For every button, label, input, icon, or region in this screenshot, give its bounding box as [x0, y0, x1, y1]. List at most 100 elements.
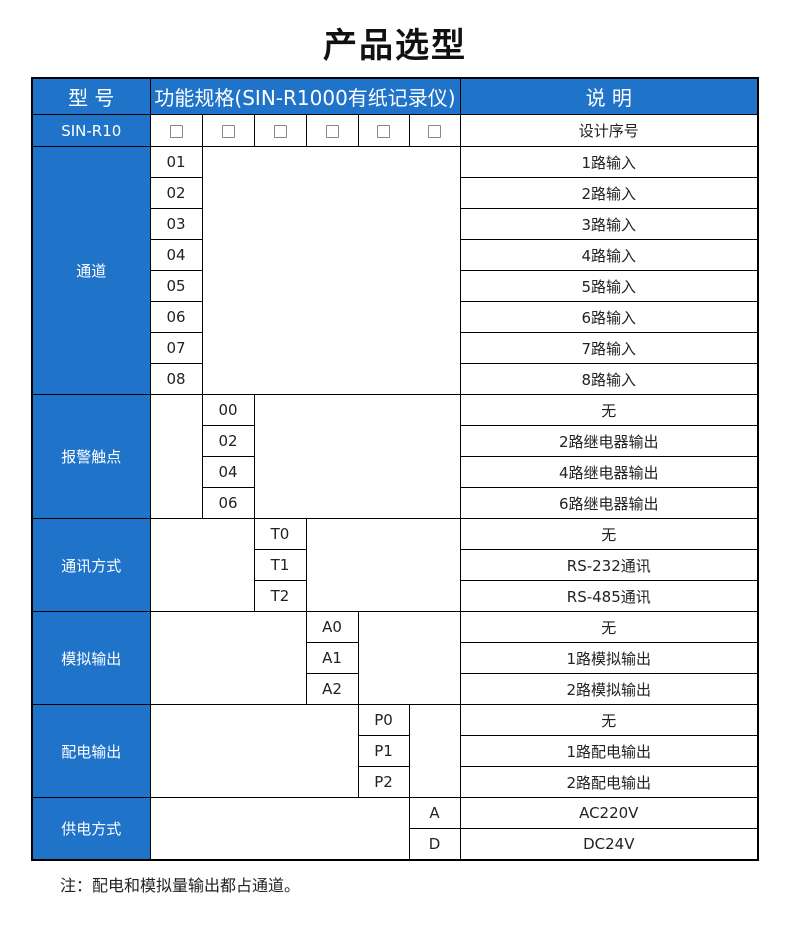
empty-cell	[305, 518, 461, 612]
group-label: 通道	[31, 146, 151, 395]
option-row: 08 8路输入	[32, 363, 759, 395]
option-code: 05	[149, 270, 203, 302]
checkbox-icon[interactable]	[325, 124, 339, 138]
option-code: 06	[149, 301, 203, 333]
option-desc: 无	[459, 704, 759, 736]
option-code: P1	[357, 735, 410, 767]
option-row: 02 2路继电器输出	[32, 425, 759, 457]
option-desc: 无	[459, 518, 759, 550]
group-label: 通讯方式	[31, 518, 151, 612]
option-desc: 1路配电输出	[459, 735, 759, 767]
option-desc: 3路输入	[459, 208, 759, 240]
option-row: 配电输出 P0 无	[31, 704, 759, 798]
option-row: 05 5路输入	[32, 270, 759, 302]
empty-cell	[357, 611, 461, 705]
option-desc: 7路输入	[459, 332, 759, 364]
empty-cell	[408, 704, 461, 798]
option-desc: 2路配电输出	[459, 766, 759, 798]
option-row: 06 6路输入	[32, 301, 759, 333]
empty-cell	[149, 518, 255, 612]
option-desc: RS-232通讯	[459, 549, 759, 581]
option-code: T2	[253, 580, 307, 612]
checkbox-icon[interactable]	[169, 124, 183, 138]
option-code: 01	[149, 146, 203, 178]
code-checkbox-cell	[201, 114, 255, 147]
group-label: 模拟输出	[31, 611, 151, 705]
option-row: 通讯方式 T0 无	[31, 518, 759, 612]
option-desc: AC220V	[459, 797, 759, 829]
option-desc: 2路模拟输出	[459, 673, 759, 705]
option-row: A1 1路模拟输出	[32, 642, 759, 674]
option-code: A	[408, 797, 461, 829]
checkbox-icon[interactable]	[273, 124, 287, 138]
option-row: 02 2路输入	[32, 177, 759, 209]
footnote: 注：配电和模拟量输出都占通道。	[60, 876, 301, 895]
empty-cell	[149, 394, 203, 519]
option-row: 供电方式 A AC220V	[31, 797, 759, 861]
code-checkbox-cell	[305, 114, 359, 147]
checkbox-icon[interactable]	[221, 124, 235, 138]
option-desc: 5路输入	[459, 270, 759, 302]
selection-table: 型 号 功能规格(SIN-R1000有纸记录仪) 说 明 SIN-R10 设计序…	[31, 77, 760, 861]
option-row: 04 4路输入	[32, 239, 759, 271]
option-desc: DC24V	[459, 828, 759, 861]
option-code: P2	[357, 766, 410, 798]
option-row: T2 RS-485通讯	[32, 580, 759, 612]
empty-cell	[149, 797, 410, 861]
group-label: 配电输出	[31, 704, 151, 798]
option-code: 02	[201, 425, 255, 457]
empty-cell	[253, 394, 461, 519]
option-desc: 4路输入	[459, 239, 759, 271]
option-row: P1 1路配电输出	[32, 735, 759, 767]
option-code: 06	[201, 487, 255, 519]
model-code: SIN-R10	[31, 114, 151, 147]
option-row: P2 2路配电输出	[32, 766, 759, 798]
option-code: T1	[253, 549, 307, 581]
option-code: A1	[305, 642, 359, 674]
option-code: 07	[149, 332, 203, 364]
empty-cell	[201, 146, 461, 395]
option-code: 04	[201, 456, 255, 488]
page-title: 产品选型	[323, 26, 467, 66]
option-desc: 6路输入	[459, 301, 759, 333]
code-checkbox-cell	[408, 114, 461, 147]
option-code: T0	[253, 518, 307, 550]
option-code: D	[408, 828, 461, 861]
option-desc: 8路输入	[459, 363, 759, 395]
option-row: D DC24V	[32, 828, 759, 861]
header-model: 型 号	[31, 77, 151, 115]
header-row: 型 号 功能规格(SIN-R1000有纸记录仪) 说 明	[31, 77, 759, 115]
option-desc: 1路输入	[459, 146, 759, 178]
code-checkbox-cell	[357, 114, 410, 147]
option-row: 03 3路输入	[32, 208, 759, 240]
option-row: 07 7路输入	[32, 332, 759, 364]
option-row: 通道 01 1路输入	[31, 146, 759, 395]
header-desc: 说 明	[459, 77, 759, 115]
model-desc: 设计序号	[459, 114, 759, 147]
option-code: 04	[149, 239, 203, 271]
group-label: 供电方式	[31, 797, 151, 861]
code-checkbox-cell	[253, 114, 307, 147]
option-desc: 1路模拟输出	[459, 642, 759, 674]
option-code: 02	[149, 177, 203, 209]
option-row: 06 6路继电器输出	[32, 487, 759, 519]
empty-cell	[149, 704, 359, 798]
option-code: A2	[305, 673, 359, 705]
option-row: 报警触点 00 无	[31, 394, 759, 519]
option-row: 模拟输出 A0 无	[31, 611, 759, 705]
option-desc: 2路继电器输出	[459, 425, 759, 457]
model-row: SIN-R10 设计序号	[31, 114, 759, 147]
group-label: 报警触点	[31, 394, 151, 519]
option-code: 00	[201, 394, 255, 426]
code-checkbox-cell	[149, 114, 203, 147]
option-desc: 6路继电器输出	[459, 487, 759, 519]
option-desc: 2路输入	[459, 177, 759, 209]
checkbox-icon[interactable]	[428, 124, 441, 138]
option-row: A2 2路模拟输出	[32, 673, 759, 705]
checkbox-icon[interactable]	[377, 124, 390, 138]
option-code: 08	[149, 363, 203, 395]
option-code: A0	[305, 611, 359, 643]
option-code: P0	[357, 704, 410, 736]
empty-cell	[149, 611, 307, 705]
option-code: 03	[149, 208, 203, 240]
